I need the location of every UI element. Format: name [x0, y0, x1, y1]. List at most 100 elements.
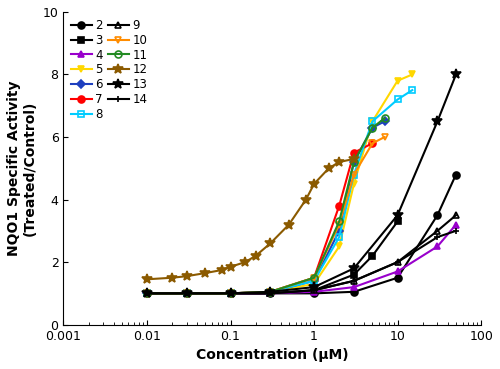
2 [184, 291, 190, 296]
11 [228, 291, 234, 296]
12 [144, 277, 150, 282]
8 [311, 279, 317, 283]
12 [228, 265, 234, 269]
3 [351, 272, 357, 277]
13 [268, 290, 274, 294]
Line: 2: 2 [144, 171, 460, 297]
7 [336, 204, 342, 208]
5 [228, 291, 234, 296]
Line: 6: 6 [144, 118, 388, 296]
10 [382, 135, 388, 139]
5 [351, 182, 357, 186]
6 [311, 279, 317, 283]
13 [351, 266, 357, 270]
7 [370, 141, 376, 145]
14 [434, 235, 440, 239]
13 [144, 291, 150, 296]
2 [311, 291, 317, 296]
3 [228, 291, 234, 296]
4 [268, 291, 274, 296]
12 [169, 276, 175, 280]
13 [228, 291, 234, 296]
11 [268, 290, 274, 294]
12 [286, 223, 292, 227]
11 [382, 116, 388, 120]
11 [311, 276, 317, 280]
12 [184, 274, 190, 278]
10 [228, 291, 234, 296]
3 [311, 288, 317, 293]
Line: 4: 4 [144, 221, 460, 297]
2 [453, 172, 459, 177]
5 [311, 282, 317, 286]
11 [144, 291, 150, 296]
8 [184, 291, 190, 296]
4 [228, 291, 234, 296]
14 [184, 291, 190, 296]
6 [336, 229, 342, 233]
5 [184, 291, 190, 296]
7 [184, 291, 190, 296]
8 [394, 97, 400, 102]
3 [184, 291, 190, 296]
6 [370, 125, 376, 130]
11 [370, 125, 376, 130]
3 [268, 291, 274, 296]
9 [453, 213, 459, 217]
2 [144, 291, 150, 296]
7 [268, 290, 274, 294]
12 [202, 271, 208, 275]
Line: 8: 8 [144, 87, 416, 297]
9 [228, 291, 234, 296]
2 [228, 291, 234, 296]
8 [228, 291, 234, 296]
2 [434, 213, 440, 217]
3 [370, 254, 376, 258]
7 [228, 291, 234, 296]
13 [184, 291, 190, 296]
13 [434, 119, 440, 124]
11 [184, 291, 190, 296]
9 [394, 260, 400, 264]
8 [268, 290, 274, 294]
4 [144, 291, 150, 296]
12 [242, 260, 248, 264]
13 [453, 72, 459, 77]
9 [311, 288, 317, 293]
14 [268, 291, 274, 296]
11 [351, 160, 357, 164]
11 [336, 219, 342, 224]
5 [394, 79, 400, 83]
Line: 7: 7 [144, 140, 376, 297]
8 [336, 235, 342, 239]
10 [351, 172, 357, 177]
6 [268, 290, 274, 294]
9 [144, 291, 150, 296]
14 [394, 260, 400, 264]
7 [351, 151, 357, 155]
5 [410, 72, 416, 77]
12 [268, 241, 274, 245]
8 [144, 291, 150, 296]
9 [434, 229, 440, 233]
10 [184, 291, 190, 296]
6 [144, 291, 150, 296]
5 [336, 244, 342, 249]
4 [434, 244, 440, 249]
12 [303, 197, 309, 202]
Line: 3: 3 [144, 218, 401, 297]
12 [326, 166, 332, 170]
Line: 9: 9 [144, 212, 460, 297]
Legend: 2, 3, 4, 5, 6, 7, 8, 9, 10, 11, 12, 13, 14: 2, 3, 4, 5, 6, 7, 8, 9, 10, 11, 12, 13, … [70, 18, 148, 122]
X-axis label: Concentration (μM): Concentration (μM) [196, 348, 348, 362]
5 [144, 291, 150, 296]
6 [382, 119, 388, 124]
13 [394, 213, 400, 217]
12 [351, 157, 357, 161]
Line: 14: 14 [144, 227, 460, 297]
6 [184, 291, 190, 296]
10 [370, 141, 376, 145]
14 [351, 279, 357, 283]
2 [394, 276, 400, 280]
8 [410, 88, 416, 92]
